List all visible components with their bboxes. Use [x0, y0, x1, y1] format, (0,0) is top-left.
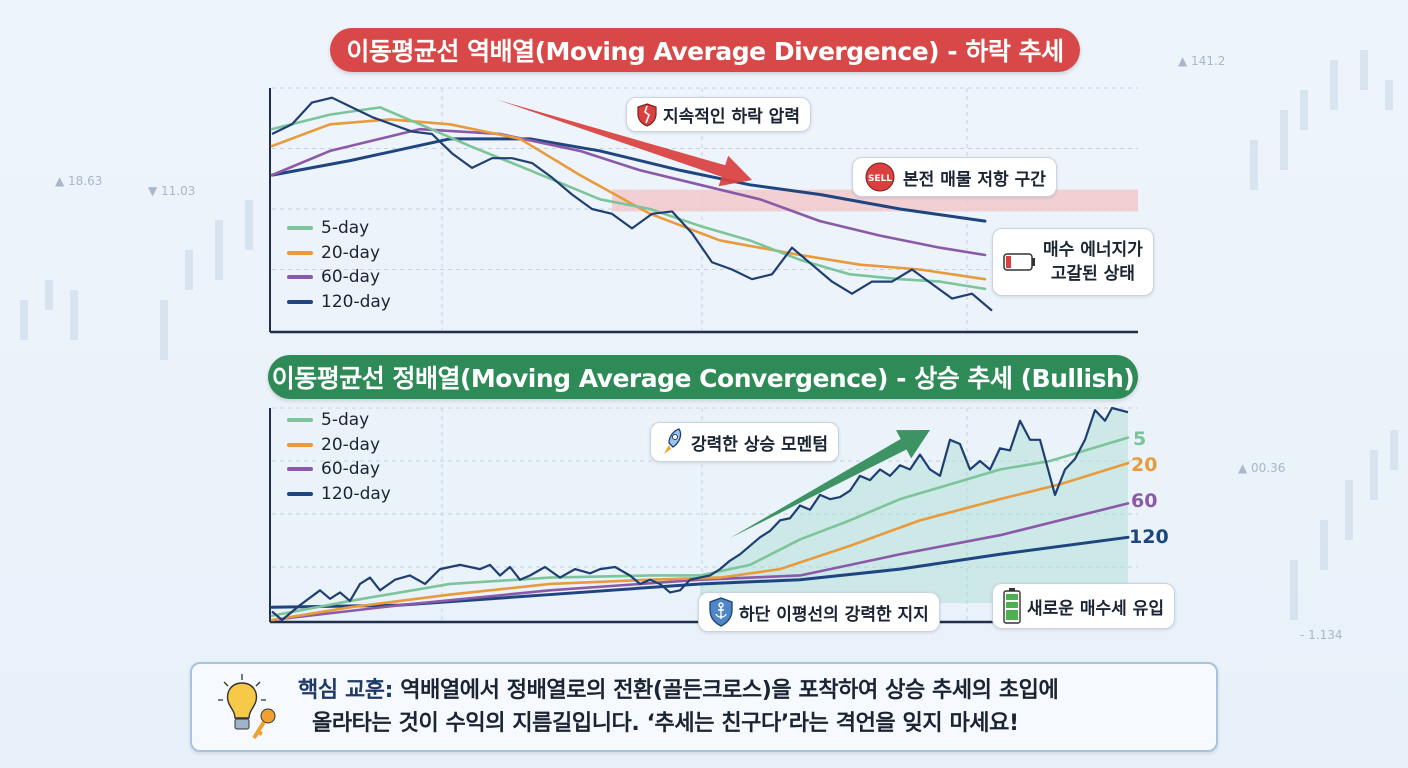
- key-lesson-box: 핵심 교훈: 역배열에서 정배열로의 전환(골든크로스)을 포착하여 상승 추세…: [190, 662, 1218, 752]
- legend-item-60-day: 60-day: [287, 457, 391, 482]
- end-label-120: 120: [1129, 526, 1169, 548]
- legend-item-5-day: 5-day: [287, 408, 391, 433]
- lesson-line-2: 올라타는 것이 수익의 지름길입니다. ‘추세는 친구다’라는 격언을 잊지 마…: [312, 711, 1019, 736]
- momentum-fill-area: [700, 408, 1128, 604]
- rocket-icon: [661, 427, 685, 457]
- legend-bullish: 5-day 20-day 60-day 120-day: [287, 408, 391, 506]
- callout-buying-energy-exhausted: 매수 에너지가 고갈된 상태: [992, 228, 1154, 296]
- background-candle: [70, 290, 78, 340]
- background-candle: [1250, 140, 1258, 190]
- background-candle: [1300, 90, 1308, 130]
- ticker-text: ▲ 00.36: [1238, 461, 1286, 475]
- full-battery-icon: [1003, 588, 1021, 624]
- broken-shield-icon: [637, 102, 657, 127]
- background-candle: [1390, 430, 1398, 470]
- callout-strong-momentum: 강력한 상승 모멘텀: [650, 422, 839, 462]
- legend-item-120-day: 120-day: [287, 290, 391, 315]
- svg-text:SELL: SELL: [868, 174, 892, 184]
- series-line-60-day: [270, 502, 1130, 622]
- price-line: [271, 96, 993, 312]
- ticker-text: ▲ 18.63: [55, 174, 103, 188]
- callout-downward-pressure: 지속적인 하락 압력: [626, 97, 811, 132]
- callout-resistance-zone: SELL 본전 매물 저항 구간: [852, 157, 1057, 197]
- ticker-text: ▼ 11.03: [148, 184, 196, 198]
- background-candle: [245, 200, 253, 250]
- background-candle: [1330, 60, 1338, 110]
- legend-item-5-day: 5-day: [287, 216, 391, 241]
- background-candle: [20, 300, 28, 340]
- legend-item-20-day: 20-day: [287, 241, 391, 266]
- sell-badge-icon: SELL: [863, 162, 897, 192]
- background-candle: [1345, 480, 1353, 540]
- background-candle: [1360, 50, 1368, 90]
- lightbulb-key-icon: [212, 674, 288, 746]
- uptrend-arrow: [730, 430, 930, 538]
- bullish-title-banner: 이동평균선 정배열(Moving Average Convergence) - …: [268, 355, 1138, 399]
- background-candle: [45, 280, 53, 310]
- background-candle: [185, 250, 193, 290]
- end-label-60: 60: [1131, 490, 1158, 512]
- callout-strong-support: 하단 이평선의 강력한 지지: [698, 592, 940, 632]
- background-candle: [160, 300, 168, 360]
- end-label-5: 5: [1133, 428, 1147, 450]
- legend-bearish: 5-day 20-day 60-day 120-day: [287, 216, 391, 314]
- background-candle: [1280, 110, 1288, 170]
- price-line: [271, 406, 1129, 622]
- anchor-shield-icon: [709, 597, 733, 627]
- callout-new-buying-inflow: 새로운 매수세 유입: [992, 583, 1175, 629]
- bearish-title-banner: 이동평균선 역배열(Moving Average Divergence) - 하…: [330, 28, 1080, 72]
- series-line-5-day: [270, 106, 987, 291]
- background-candle: [215, 220, 223, 280]
- series-line-20-day: [270, 461, 1130, 622]
- lesson-line-1: 핵심 교훈: 역배열에서 정배열로의 전환(골든크로스)을 포착하여 상승 추세…: [298, 678, 1059, 703]
- legend-item-120-day: 120-day: [287, 482, 391, 507]
- legend-item-20-day: 20-day: [287, 433, 391, 458]
- legend-item-60-day: 60-day: [287, 265, 391, 290]
- downtrend-arrow: [498, 100, 752, 187]
- series-line-60-day: [270, 127, 987, 257]
- low-battery-icon: [1003, 253, 1037, 271]
- ticker-text: - 1.134: [1300, 628, 1343, 642]
- end-label-20: 20: [1131, 454, 1158, 476]
- background-candle: [1370, 450, 1378, 500]
- chart-up: [269, 406, 1138, 624]
- series-line-5-day: [270, 436, 1130, 618]
- background-candle: [1320, 520, 1328, 570]
- series-line-120-day: [270, 137, 987, 223]
- background-candle: [1290, 560, 1298, 620]
- background-candle: [1385, 80, 1393, 110]
- ticker-text: ▲ 141.2: [1178, 54, 1226, 68]
